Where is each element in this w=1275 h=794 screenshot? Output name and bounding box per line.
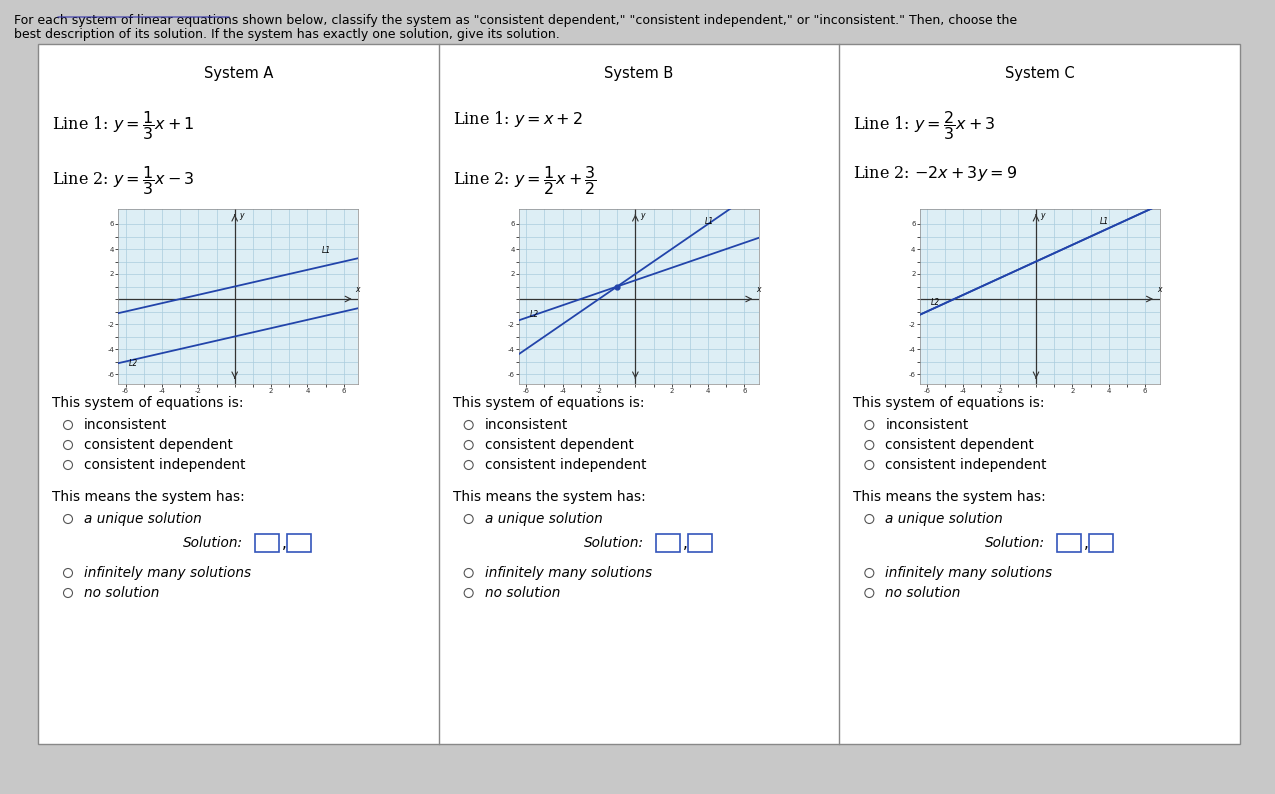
Text: System A: System A (204, 66, 273, 81)
Text: no solution: no solution (84, 586, 159, 600)
Text: Solution:: Solution: (584, 536, 644, 550)
Text: y: y (1040, 211, 1045, 221)
Text: consistent independent: consistent independent (84, 458, 246, 472)
Text: This means the system has:: This means the system has: (52, 490, 245, 504)
FancyBboxPatch shape (688, 534, 711, 552)
Text: This system of equations is:: This system of equations is: (52, 396, 244, 410)
Text: y: y (640, 211, 644, 221)
Text: consistent dependent: consistent dependent (885, 438, 1034, 452)
Text: For each system of linear equations shown below, classify the system as "consist: For each system of linear equations show… (14, 14, 1017, 27)
FancyBboxPatch shape (1089, 534, 1113, 552)
Text: L2: L2 (129, 359, 139, 368)
Text: ,: , (1084, 535, 1089, 550)
Text: L1: L1 (323, 246, 332, 255)
FancyBboxPatch shape (657, 534, 680, 552)
Text: Line 1: $y=x+2$: Line 1: $y=x+2$ (453, 109, 583, 129)
Text: no solution: no solution (484, 586, 560, 600)
Text: This system of equations is:: This system of equations is: (853, 396, 1044, 410)
Text: System B: System B (604, 66, 673, 81)
Text: infinitely many solutions: infinitely many solutions (84, 566, 251, 580)
Text: a unique solution: a unique solution (484, 512, 602, 526)
Text: Line 1: $y=\dfrac{1}{3}x+1$: Line 1: $y=\dfrac{1}{3}x+1$ (52, 109, 194, 142)
Text: Line 2: $y=\dfrac{1}{3}x-3$: Line 2: $y=\dfrac{1}{3}x-3$ (52, 164, 194, 197)
Text: L1: L1 (1099, 218, 1109, 226)
Bar (38, 44, 1241, 744)
Text: infinitely many solutions: infinitely many solutions (484, 566, 652, 580)
Text: consistent dependent: consistent dependent (484, 438, 634, 452)
Text: ,: , (683, 535, 689, 550)
Text: x: x (356, 285, 360, 294)
FancyBboxPatch shape (287, 534, 311, 552)
Text: consistent independent: consistent independent (484, 458, 646, 472)
FancyBboxPatch shape (1057, 534, 1081, 552)
Text: ,: , (282, 535, 287, 550)
Text: This means the system has:: This means the system has: (453, 490, 645, 504)
Text: inconsistent: inconsistent (84, 418, 167, 432)
Text: Solution:: Solution: (184, 536, 244, 550)
Text: y: y (240, 211, 244, 221)
FancyBboxPatch shape (255, 534, 279, 552)
Text: no solution: no solution (885, 586, 960, 600)
Text: Line 1: $y=\dfrac{2}{3}x+3$: Line 1: $y=\dfrac{2}{3}x+3$ (853, 109, 996, 142)
Text: This means the system has:: This means the system has: (853, 490, 1046, 504)
Text: Line 2: $y=\dfrac{1}{2}x+\dfrac{3}{2}$: Line 2: $y=\dfrac{1}{2}x+\dfrac{3}{2}$ (453, 164, 597, 197)
Text: consistent dependent: consistent dependent (84, 438, 233, 452)
Text: x: x (756, 285, 761, 294)
Text: inconsistent: inconsistent (885, 418, 969, 432)
Text: x: x (1156, 285, 1162, 294)
Text: a unique solution: a unique solution (84, 512, 201, 526)
Text: a unique solution: a unique solution (885, 512, 1003, 526)
Text: System C: System C (1005, 66, 1075, 81)
Text: best description of its solution. If the system has exactly one solution, give i: best description of its solution. If the… (14, 28, 560, 41)
Text: Line 2: $-2x+3y=9$: Line 2: $-2x+3y=9$ (853, 164, 1017, 183)
Text: L1: L1 (705, 218, 714, 226)
Text: L2: L2 (931, 298, 940, 306)
Text: This system of equations is:: This system of equations is: (453, 396, 644, 410)
Text: inconsistent: inconsistent (484, 418, 567, 432)
Text: L2: L2 (530, 310, 539, 319)
Text: infinitely many solutions: infinitely many solutions (885, 566, 1052, 580)
Text: consistent independent: consistent independent (885, 458, 1047, 472)
Text: Solution:: Solution: (984, 536, 1044, 550)
